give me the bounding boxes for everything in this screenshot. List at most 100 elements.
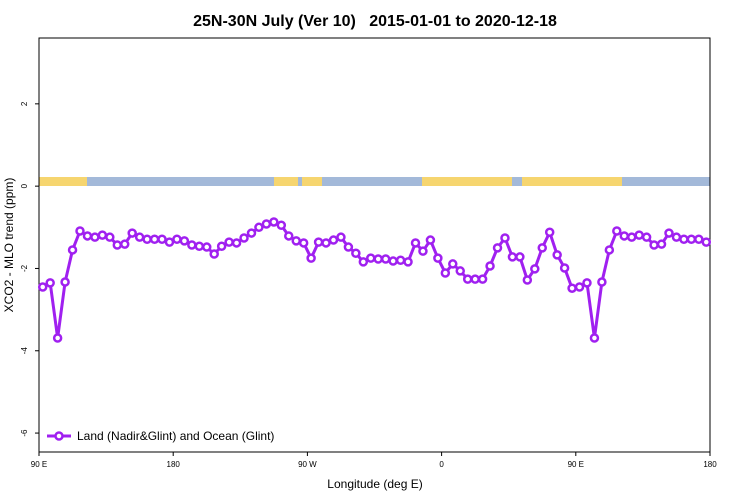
data-point: [187, 240, 197, 250]
data-point: [142, 234, 152, 244]
data-point: [37, 282, 48, 292]
data-point: [67, 245, 78, 255]
y-tick-label: 0: [20, 183, 29, 188]
data-point: [589, 333, 600, 343]
data-point: [321, 238, 331, 248]
data-point: [671, 232, 682, 242]
data-point: [231, 238, 242, 248]
data-point: [127, 228, 137, 238]
data-point: [485, 261, 495, 271]
data-point: [574, 282, 585, 292]
data-point: [395, 255, 406, 265]
data-point: [388, 256, 398, 266]
data-point: [582, 278, 592, 288]
data-point: [209, 249, 219, 259]
data-point: [224, 237, 234, 247]
data-point: [172, 234, 182, 244]
data-point: [261, 219, 272, 229]
data-point: [537, 243, 547, 253]
y-tick-label: 2: [20, 101, 29, 106]
y-tick-label: -2: [20, 264, 29, 272]
legend-label: Land (Nadir&Glint) and Ocean (Glint): [77, 429, 274, 443]
data-point: [559, 263, 570, 273]
data-point: [433, 253, 443, 263]
data-point: [45, 278, 55, 288]
data-point: [119, 239, 130, 249]
data-point: [403, 257, 413, 267]
data-point: [634, 230, 644, 240]
data-point: [626, 232, 637, 242]
data-point: [440, 268, 451, 278]
data-point: [604, 245, 615, 255]
x-axis-label: Longitude (deg E): [327, 477, 422, 491]
data-point: [425, 235, 436, 245]
data-point: [619, 231, 630, 241]
x-tick-label: 90 E: [568, 460, 584, 469]
data-point: [567, 283, 577, 293]
data-point: [470, 274, 480, 284]
data-point: [373, 254, 383, 264]
data-point: [410, 238, 421, 248]
data-point: [492, 243, 503, 253]
data-point: [276, 220, 287, 230]
data-point: [90, 232, 100, 242]
data-point: [328, 235, 339, 245]
data-point: [179, 236, 190, 246]
data-point: [522, 275, 533, 285]
data-point: [60, 277, 70, 287]
data-point: [544, 227, 555, 237]
data-point: [515, 252, 525, 262]
data-point: [694, 234, 704, 244]
data-point: [656, 239, 667, 249]
data-point: [552, 250, 562, 260]
data-point: [664, 228, 674, 238]
data-point: [239, 233, 249, 243]
x-tick-label: 90 E: [31, 460, 47, 469]
x-tick-label: 90 W: [298, 460, 317, 469]
data-point: [284, 231, 294, 241]
data-point: [202, 242, 212, 252]
data-point: [641, 232, 652, 242]
data-point: [612, 226, 622, 236]
data-point: [75, 226, 85, 236]
plot-frame: [38, 37, 711, 453]
data-point: [336, 232, 346, 242]
data-point: [134, 232, 145, 242]
data-point: [291, 236, 301, 246]
chart-title: 25N-30N July (Ver 10) 2015-01-01 to 2020…: [193, 13, 557, 30]
data-point: [343, 242, 354, 252]
data-point: [597, 277, 607, 287]
data-point: [149, 234, 160, 244]
data-point: [686, 234, 697, 244]
data-point: [254, 222, 264, 233]
land-ocean-strip: [39, 177, 710, 186]
data-point: [82, 231, 93, 241]
data-point: [679, 234, 689, 244]
data-point: [105, 232, 115, 242]
data-point: [649, 240, 659, 250]
data-point: [269, 217, 279, 227]
data-point: [380, 254, 391, 264]
x-tick-label: 180: [167, 460, 181, 469]
data-point: [455, 266, 465, 276]
data-point: [298, 238, 309, 248]
y-axis-label: XCO2 - MLO trend (ppm): [2, 178, 16, 313]
data-point: [500, 233, 510, 243]
data-point: [157, 234, 167, 244]
data-point: [164, 237, 175, 247]
x-tick-label: 180: [703, 460, 717, 469]
data-point: [530, 264, 540, 274]
data-point: [358, 257, 369, 267]
y-tick-label: -4: [20, 347, 29, 355]
data-point: [52, 333, 63, 343]
data-point: [246, 228, 257, 238]
data-point: [194, 241, 205, 251]
data-point: [306, 253, 316, 263]
data-point: [477, 274, 488, 284]
data-point: [351, 248, 361, 258]
data-point: [97, 230, 108, 240]
x-tick-label: 0: [439, 460, 444, 469]
data-point: [313, 237, 324, 247]
data-point: [448, 259, 458, 269]
data-point: [366, 253, 376, 263]
